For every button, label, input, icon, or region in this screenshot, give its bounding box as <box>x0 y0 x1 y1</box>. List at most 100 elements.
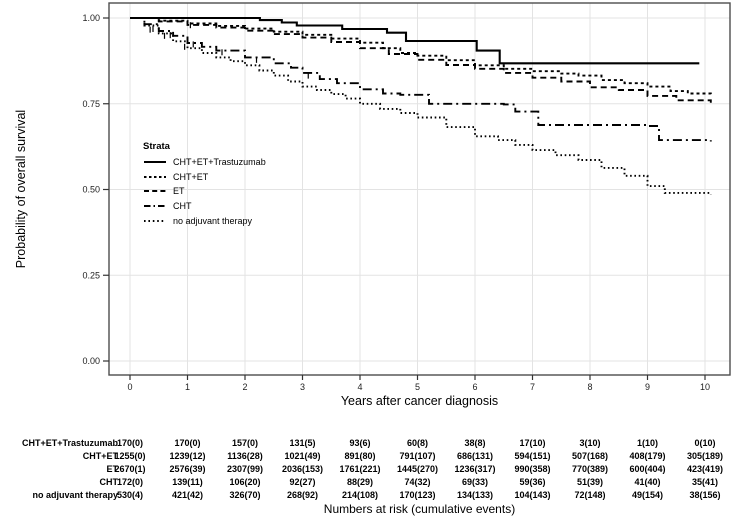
y-tick-label: 0.50 <box>82 185 100 195</box>
y-axis-title: Probability of overall survival <box>14 109 28 269</box>
risk-row-label: ET <box>106 464 118 474</box>
risk-cell: 134(133) <box>456 490 494 500</box>
x-tick-label: 9 <box>645 382 650 392</box>
risk-row-cht-et-trastuzumab: CHT+ET+Trastuzumab 170(0) 170(0) 157(0) 131(… <box>0 437 734 450</box>
risk-cell: 170(123) <box>399 490 436 500</box>
risk-cell: 268(92) <box>286 490 319 500</box>
risk-table-caption: Numbers at risk (cumulative events) <box>323 502 516 516</box>
risk-cell: 1239(12) <box>169 451 206 461</box>
risk-cell: 38(8) <box>464 438 486 448</box>
risk-cell: 214(108) <box>341 490 379 500</box>
legend-item-no-adjuvant-therapy: no adjuvant therapy <box>143 213 266 228</box>
risk-cell: 1(10) <box>636 438 658 448</box>
risk-cell: 72(148) <box>574 490 606 500</box>
risk-cell: 1761(221) <box>339 464 381 474</box>
legend-item-et: ET <box>143 184 266 199</box>
risk-cell: 172(0) <box>116 477 143 487</box>
x-axis-title: Years after cancer diagnosis <box>340 394 499 408</box>
risk-row-cht-et: CHT+ET 1255(0) 1239(12) 1136(28) 1021(49) 891… <box>0 450 734 463</box>
risk-cell: 104(143) <box>514 490 551 500</box>
legend-item-cht-et-trastuzumab: CHT+ET+Trastuzumab <box>143 155 266 170</box>
x-tick-label: 4 <box>357 382 362 392</box>
risk-cell: 1136(28) <box>227 451 263 461</box>
risk-cell: 2036(153) <box>281 464 324 474</box>
risk-cell: 421(42) <box>171 490 204 500</box>
risk-cell: 600(404) <box>629 464 666 474</box>
risk-cell: 88(29) <box>346 477 373 487</box>
y-tick-label: 0.75 <box>82 99 100 109</box>
risk-cell: 326(70) <box>229 490 261 500</box>
curve-no-adjuvant-therapy <box>130 17 712 195</box>
risk-row-no-adjuvant-therapy: no adjuvant therapy 530(4) 421(42) 326(70) 2… <box>0 489 734 502</box>
legend-item-cht-et: CHT+ET <box>143 170 266 185</box>
risk-cell: 139(11) <box>172 477 203 487</box>
risk-cell: 170(0) <box>116 438 143 448</box>
risk-cell: 990(358) <box>514 464 551 474</box>
risk-row-label: CHT+ET+Trastuzumab <box>21 438 118 448</box>
x-tick-label: 1 <box>185 382 190 392</box>
risk-cell: 891(80) <box>344 451 376 461</box>
legend-line-sample-no-adjuvant-therapy <box>144 219 166 222</box>
risk-row-label: CHT+ET <box>82 451 118 461</box>
risk-row-et: ET 2670(1) 2576(39) 2307(99) 2036(153) 1761(2… <box>0 463 734 476</box>
risk-cell: 791(107) <box>399 451 436 461</box>
risk-row-label: CHT <box>99 477 119 487</box>
risk-cell: 51(39) <box>576 477 603 487</box>
risk-cell: 93(6) <box>349 438 371 448</box>
risk-cell: 170(0) <box>174 438 201 448</box>
risk-cell: 0(10) <box>694 438 716 448</box>
risk-cell: 17(10) <box>519 438 546 448</box>
risk-row-label: no adjuvant therapy <box>32 490 118 500</box>
risk-cell: 60(8) <box>406 438 428 448</box>
curve-cht-et-trastuzumab <box>130 16 700 65</box>
risk-cell: 594(151) <box>514 451 551 461</box>
risk-cell: 3(10) <box>579 438 601 448</box>
risk-cell: 408(179) <box>629 451 666 461</box>
curve-cht <box>130 17 712 142</box>
risk-cell: 423(419) <box>686 464 724 474</box>
risk-cell: 305(189) <box>686 451 724 461</box>
legend-item-label: CHT+ET+Trastuzumab <box>173 157 266 168</box>
risk-cell: 1255(0) <box>114 451 146 461</box>
risk-cell: 74(32) <box>404 477 431 487</box>
legend-item-label: no adjuvant therapy <box>173 215 253 226</box>
risk-cell: 507(168) <box>571 451 609 461</box>
risk-cell: 770(389) <box>571 464 609 474</box>
legend-item-label: CHT <box>173 201 192 212</box>
curve-et <box>130 17 712 103</box>
curve-cht-et <box>130 17 712 95</box>
legend-item-label: ET <box>173 186 185 197</box>
x-tick-label: 8 <box>587 382 592 392</box>
risk-cell: 41(40) <box>634 477 661 487</box>
legend-item-label: CHT+ET <box>173 171 209 182</box>
risk-cell: 92(27) <box>289 477 316 487</box>
x-tick-label: 3 <box>300 382 305 392</box>
risk-cell: 1236(317) <box>454 464 496 474</box>
risk-cell: 157(0) <box>231 438 258 448</box>
legend-line-sample-et <box>144 190 166 193</box>
legend-item-cht: CHT <box>143 199 266 214</box>
risk-cell: 2576(39) <box>169 464 206 474</box>
risk-cell: 2670(1) <box>114 464 146 474</box>
legend-line-sample-cht <box>144 205 166 208</box>
risk-cell: 2307(99) <box>226 464 264 474</box>
risk-row-cht: CHT 172(0) 139(11) 106(20) 92(27) 88(29) 74(32… <box>0 476 734 489</box>
risk-cell: 38(156) <box>689 490 721 500</box>
risk-cell: 35(41) <box>691 477 718 487</box>
legend-items: CHT+ET+Trastuzumab CHT+ET ET CHT no adjuvant… <box>143 155 266 228</box>
legend-line-sample-cht-et <box>144 175 166 178</box>
x-tick-label: 6 <box>472 382 477 392</box>
risk-cell: 106(20) <box>229 477 261 487</box>
risk-cell: 686(131) <box>456 451 494 461</box>
x-tick-label: 7 <box>530 382 535 392</box>
risk-cell: 530(4) <box>116 490 143 500</box>
y-tick-label: 1.00 <box>82 13 100 23</box>
y-tick-label: 0.25 <box>82 270 100 280</box>
x-tick-label: 0 <box>127 382 132 392</box>
risk-cell: 59(36) <box>519 477 546 487</box>
survival-plot-canvas: 1.00 0.75 0.50 0.25 0.00 0 1 2 3 4 5 6 7 8 9 10 <box>82 2 731 392</box>
x-tick-label: 2 <box>242 382 247 392</box>
legend-line-sample-cht-et-trastuzumab <box>144 161 166 164</box>
y-tick-label: 0.00 <box>82 356 100 366</box>
